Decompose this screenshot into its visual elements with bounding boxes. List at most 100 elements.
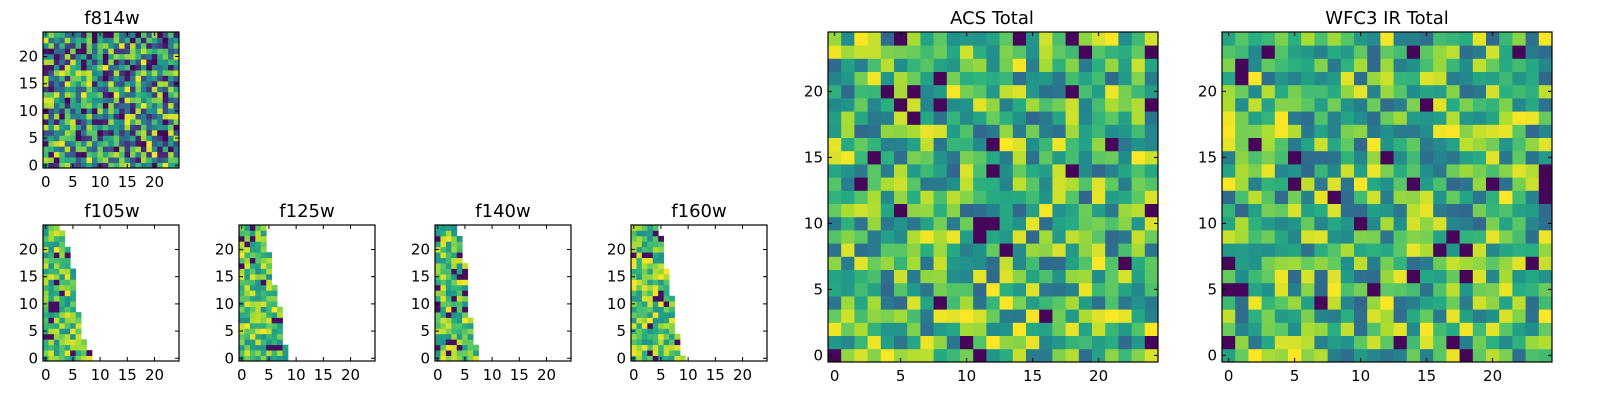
heatmap-cell xyxy=(1499,150,1513,165)
heatmap-cell xyxy=(1327,256,1342,270)
heatmap-cell xyxy=(260,257,267,264)
heatmap-cell xyxy=(1235,243,1249,257)
heatmap-cell xyxy=(894,282,908,297)
heatmap-cell xyxy=(647,246,654,253)
y-tick-label: 10 xyxy=(19,295,38,313)
heatmap-cell xyxy=(1118,216,1132,231)
heatmap-cell xyxy=(1406,269,1421,284)
heatmap-cell xyxy=(894,111,908,125)
heatmap-cell xyxy=(946,296,961,310)
heatmap-cell xyxy=(53,64,60,71)
heatmap-cell xyxy=(435,235,441,242)
heatmap-cell xyxy=(151,113,158,120)
heatmap-cell xyxy=(1065,335,1080,350)
heatmap-cell xyxy=(75,91,82,98)
heatmap-cell xyxy=(1288,137,1302,152)
heatmap-cell xyxy=(53,306,60,313)
heatmap-cell xyxy=(97,86,104,93)
heatmap-cell xyxy=(1248,243,1262,257)
heatmap-cell xyxy=(641,350,648,356)
heatmap-cell xyxy=(1301,190,1315,204)
heatmap-cell xyxy=(636,312,643,318)
heatmap-cell xyxy=(1380,348,1394,363)
heatmap-cell xyxy=(43,295,49,302)
heatmap-cell xyxy=(445,344,452,351)
heatmap-cell xyxy=(652,252,659,259)
heatmap-cell xyxy=(1235,84,1249,99)
heatmap-cell xyxy=(81,129,87,136)
y-tick-label: 0 xyxy=(1207,346,1217,364)
heatmap-cell xyxy=(59,317,66,324)
heatmap-cell xyxy=(867,32,882,46)
heatmap-cell xyxy=(473,355,479,362)
heatmap-cell xyxy=(1222,348,1236,363)
heatmap-cell xyxy=(53,355,60,362)
heatmap-cell xyxy=(1026,243,1040,257)
heatmap-cell xyxy=(1052,177,1066,191)
heatmap-cell xyxy=(53,86,60,93)
heatmap-cell xyxy=(59,295,66,302)
heatmap-cell xyxy=(1012,124,1027,138)
heatmap-cell xyxy=(1065,98,1080,112)
heatmap-cell xyxy=(1406,71,1421,86)
heatmap-cell xyxy=(1248,71,1262,86)
heatmap-cell xyxy=(173,59,180,66)
heatmap-cell xyxy=(1486,32,1500,46)
heatmap-cell xyxy=(249,328,256,335)
heatmap-cell xyxy=(130,157,136,163)
heatmap-cell xyxy=(641,279,648,286)
heatmap-cell xyxy=(973,282,987,297)
heatmap-cell xyxy=(266,339,273,346)
heatmap-cell xyxy=(53,279,60,286)
heatmap-cell xyxy=(64,140,71,147)
heatmap-cell xyxy=(64,119,71,125)
heatmap-cell xyxy=(1301,243,1315,257)
heatmap-cell xyxy=(1525,32,1540,46)
heatmap-cell xyxy=(1301,230,1315,244)
x-tick-label: 15 xyxy=(1417,367,1436,385)
heatmap-cell xyxy=(140,135,147,142)
heatmap-cell xyxy=(1105,269,1119,284)
heatmap-cell xyxy=(108,108,115,114)
heatmap-cell xyxy=(1433,150,1447,165)
heatmap-cell xyxy=(1499,335,1513,350)
heatmap-cell xyxy=(43,157,49,163)
heatmap-cell xyxy=(70,301,77,307)
heatmap-cell xyxy=(70,344,77,351)
heatmap-cell xyxy=(48,140,55,147)
heatmap-cell xyxy=(48,301,55,307)
heatmap-cell xyxy=(75,64,82,71)
heatmap-cell xyxy=(1105,137,1119,152)
heatmap-cell xyxy=(631,252,637,259)
heatmap-cell xyxy=(1486,203,1500,218)
heatmap-cell xyxy=(43,75,49,82)
heatmap-cell xyxy=(102,113,109,120)
heatmap-cell xyxy=(1406,84,1421,99)
heatmap-cell xyxy=(43,290,49,297)
heatmap-cell xyxy=(1393,164,1408,178)
heatmap-cell xyxy=(1512,164,1526,178)
heatmap-cell xyxy=(933,150,948,165)
heatmap-cell xyxy=(462,317,469,324)
heatmap-cell xyxy=(1065,137,1080,152)
heatmap-cell xyxy=(647,290,654,297)
heatmap-cell xyxy=(1131,111,1146,125)
heatmap-cell xyxy=(920,216,934,231)
heatmap-cell xyxy=(1118,111,1132,125)
heatmap-cell xyxy=(1078,164,1093,178)
heatmap-cell xyxy=(828,230,842,244)
heatmap-cell xyxy=(168,162,174,169)
heatmap-cell xyxy=(1459,150,1474,165)
heatmap-cell xyxy=(48,48,55,55)
heatmap-cell xyxy=(1301,32,1315,46)
x-tick-label: 15 xyxy=(118,366,137,384)
heatmap-cell xyxy=(1039,58,1053,72)
heatmap-cell xyxy=(75,350,82,356)
heatmap-cell xyxy=(1327,45,1342,59)
heatmap-cell xyxy=(1367,335,1381,350)
heatmap-cell xyxy=(162,53,169,60)
heatmap-cell xyxy=(43,230,49,237)
heatmap-cell xyxy=(986,348,1000,363)
heatmap-cell xyxy=(151,124,158,131)
